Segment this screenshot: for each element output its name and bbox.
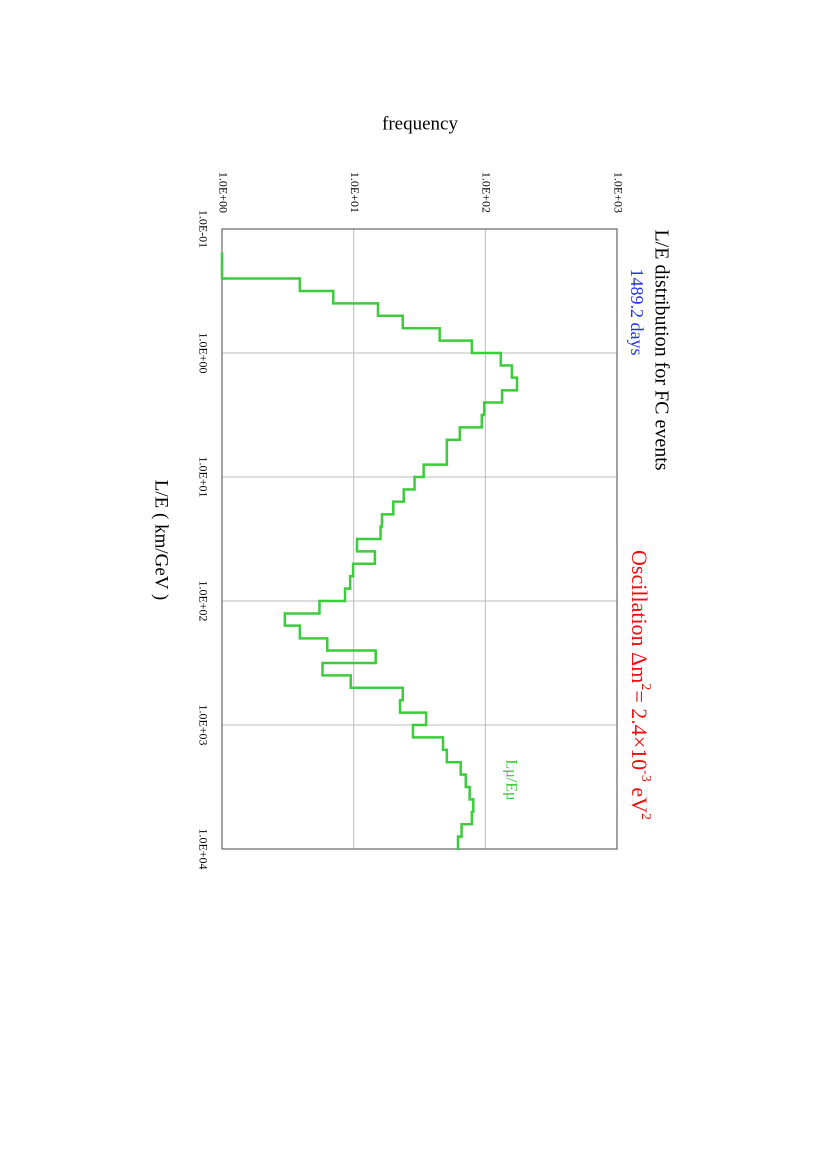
x-tick-label: 1.0E+03 <box>196 704 210 745</box>
annotation-part: = 2.4×10 <box>627 690 652 770</box>
x-tick-label: 1.0E+00 <box>196 332 210 373</box>
x-tick-label: 1.0E+01 <box>196 456 210 497</box>
y-tick-label: 1.0E+01 <box>348 172 362 213</box>
annotation-sup: 2 <box>638 813 653 820</box>
x-tick-label: 1.0E+02 <box>196 580 210 621</box>
legend-label: Lμ/Eμ <box>502 759 519 800</box>
x-axis-label: L/E ( km/GeV ) <box>151 480 172 601</box>
annotation: Oscillation Δm2= 2.4×10-3 eV2 <box>627 550 653 820</box>
y-tick-label: 1.0E+03 <box>611 172 625 213</box>
annotation-sup: 2 <box>638 683 653 690</box>
y-tick-label: 1.0E+00 <box>216 172 230 213</box>
chart-title: L/E distribution for FC events <box>650 229 672 470</box>
y-tick-label: 1.0E+02 <box>480 172 494 213</box>
chart-subtitle: 1489.2 days <box>627 269 647 356</box>
x-tick-label: 1.0E-01 <box>196 210 210 248</box>
x-tick-label: 1.0E+04 <box>196 828 210 869</box>
y-axis-label: frequency <box>382 113 458 134</box>
plot-frame <box>221 228 618 850</box>
annotation-part: Oscillation Δm <box>627 550 652 683</box>
annotation-sup: -3 <box>638 770 653 782</box>
chart: L/E distribution for FC events 1489.2 da… <box>151 172 673 870</box>
annotation-part: eV <box>627 782 652 813</box>
